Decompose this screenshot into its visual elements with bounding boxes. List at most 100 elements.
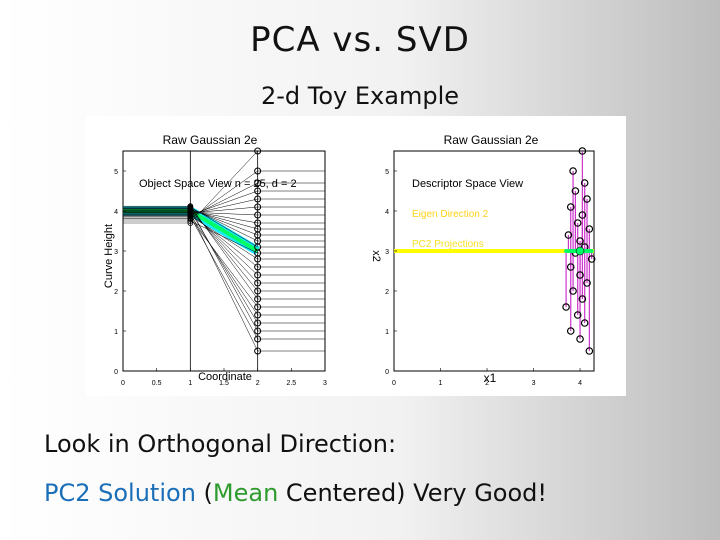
scatter-point [585,225,594,233]
data-point-x2 [254,167,262,175]
data-point-x2 [254,335,262,343]
pca-figure: Raw Gaussian 2e 0 0.5 1 1.5 2 2.5 3 0 1 2 3 4 5 Obje… [86,116,626,396]
scatter-point [578,295,587,303]
scatter-point [571,187,580,195]
scatter-point [576,237,584,245]
data-point-x2 [254,279,262,287]
data-point-x2 [254,187,262,195]
right-x-tick-label: 3 [532,380,536,387]
left-y-tick-label: 2 [114,289,118,296]
scatter-point [566,203,575,211]
scatter-point [573,311,582,319]
right-y-tick-label: 3 [385,249,389,256]
data-point-x2 [254,195,262,203]
data-curve [190,182,258,218]
data-curve [190,208,258,332]
data-curve [190,206,258,300]
scatter-point [562,303,570,311]
data-curve [190,212,258,352]
pc2-projection-point [568,249,573,253]
bullet-line-1: Look in Orthogonal Direction: [44,430,397,458]
right-y-tick-label: 0 [385,369,389,376]
left-y-tick-label: 4 [114,209,118,216]
right-plot-title: Raw Gaussian 2e [444,133,539,147]
scatter-point [564,231,573,239]
data-curve [190,207,258,242]
scatter-point [566,263,575,271]
right-x-tick-label: 0 [392,380,396,387]
data-point-x2 [254,287,262,295]
data-curve [190,211,258,216]
data-point-x1 [187,205,194,212]
scatter-point [578,147,587,155]
scatter-point [587,255,596,263]
data-point-x1 [187,209,194,216]
right-y-tick-label: 2 [385,289,389,296]
data-point-x2 [254,311,262,319]
object-space-plot: Raw Gaussian 2e 0 0.5 1 1.5 2 2.5 3 0 1 2 3 4 5 Obje… [103,133,327,387]
left-x-tick-label: 2 [256,380,260,387]
left-y-tick-label: 5 [114,169,118,176]
left-y-tick-label: 3 [114,249,118,256]
left-x-tick-label: 3 [323,380,327,387]
left-x-tick-label: 0 [121,380,125,387]
slide-subtitle: 2-d Toy Example [260,82,459,110]
right-x-tick-label: 2 [485,380,489,387]
left-x-tick-label: 0.5 [152,380,162,387]
right-y-tick-label: 5 [385,169,389,176]
data-point-x2 [254,263,262,271]
data-point-x1 [187,213,194,220]
scatter-point [578,211,587,219]
figure-svg: Raw Gaussian 2e 0 0.5 1 1.5 2 2.5 3 0 1 2 3 4 5 Obje… [103,133,596,387]
data-point-x2 [254,327,262,335]
left-x-tick-label: 1 [188,380,192,387]
left-plot-title: Raw Gaussian 2e [163,133,258,147]
right-y-tick-label: 1 [385,329,389,336]
data-curve [190,214,258,316]
left-plot-xlabel: Coordinate [198,371,252,383]
scatter-point [585,347,594,355]
scatter-point [580,179,589,187]
rest-text: Centered) Very Good! [278,479,548,507]
data-curve [190,210,258,324]
right-plot-frame [393,150,595,372]
scatter-point [576,271,584,279]
data-curve [190,215,258,260]
left-x-tick-label: 1.5 [219,380,229,387]
pc2-solution-text: PC2 Solution [44,479,196,507]
data-point-x2 [254,271,262,279]
scatter-point [576,335,584,343]
right-plot-ylabel: x2 [370,250,382,262]
data-curve [190,220,258,254]
data-point-x2 [254,319,262,327]
data-point-x2 [254,179,262,187]
data-curve [190,190,258,216]
data-point-x2 [254,303,262,311]
data-curve [190,210,258,224]
data-point-x2 [254,203,262,211]
data-point-x2 [254,347,262,355]
right-plot-annotation-view: Descriptor Space View [412,178,523,190]
data-point-x2 [254,295,262,303]
bullet-line-2: PC2 Solution (Mean Centered) Very Good! [44,479,547,507]
pc2-projection-point [564,249,569,253]
left-plot-annotation: Object Space View n = 25, d = 2 [139,178,297,190]
data-curve [190,218,258,308]
descriptor-space-plot: Raw Gaussian 2e 0 1 2 3 4 0 1 2 3 4 5 Descriptor S… [370,133,596,387]
slide-title: PCA vs. SVD [250,20,470,60]
data-curve [190,198,258,215]
mean-point [575,246,585,256]
scatter-point [583,279,591,287]
data-point-x2 [254,147,262,155]
left-y-tick-label: 0 [114,369,118,376]
mean-text: Mean [212,479,279,507]
data-point-x1 [187,208,194,214]
scatter-point [573,219,582,227]
scatter-point [580,319,589,327]
scatter-point [566,327,575,335]
left-plot-frame [122,150,326,372]
scatter-point [569,167,577,175]
right-y-tick-label: 4 [385,209,389,216]
pc2-projection-point [587,249,592,253]
scatter-point [569,287,577,295]
